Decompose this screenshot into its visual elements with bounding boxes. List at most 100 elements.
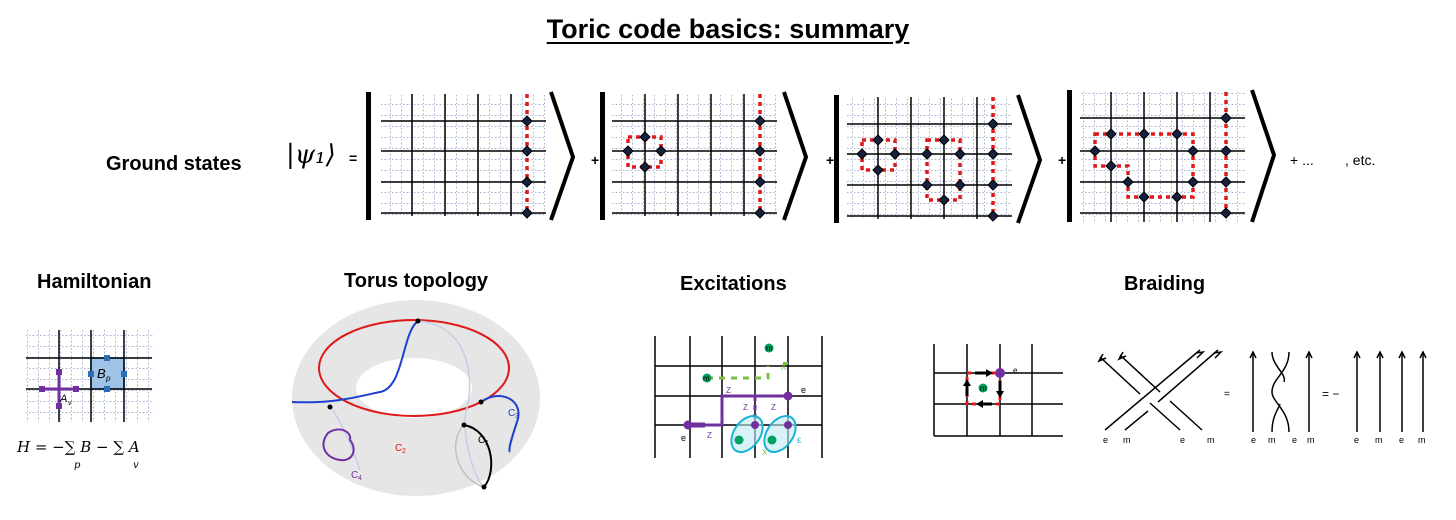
m-particle-left xyxy=(702,373,712,383)
m-particle-eps1 xyxy=(734,435,744,445)
ket3-diamonds xyxy=(856,118,999,222)
exc-x-top-label: X xyxy=(781,363,787,372)
ket1-diamonds xyxy=(521,115,533,219)
c2-label: C xyxy=(395,443,402,454)
c4-sub: 4 xyxy=(358,475,362,482)
c3-lower-back xyxy=(329,405,361,471)
ket2-left-bar xyxy=(600,92,605,220)
ket4-red-loop xyxy=(1093,132,1195,199)
ket4-diamonds xyxy=(1089,112,1232,219)
knot-label-4: m xyxy=(1207,435,1215,445)
exc-m-left-label: m xyxy=(703,374,710,383)
ket1-right-angle xyxy=(549,91,576,221)
braiding-loop-lattice xyxy=(933,344,1063,437)
straight-label-2: m xyxy=(1375,435,1383,445)
braid-e-label: e xyxy=(1013,366,1018,375)
ket4-left-bar xyxy=(1067,90,1072,222)
c2-sub: 2 xyxy=(402,448,406,455)
plaquette-edge-markers xyxy=(88,355,127,392)
c3-curve-front xyxy=(291,320,419,404)
excitations-heading: Excitations xyxy=(680,273,787,295)
braid-eq-1: = xyxy=(1224,389,1230,400)
av-label: A xyxy=(59,393,67,405)
braiding-straight xyxy=(1353,350,1427,432)
ket4-grid xyxy=(1080,92,1245,222)
braid-e-particle xyxy=(995,368,1005,378)
vertex-star-av xyxy=(42,372,76,406)
ket-state-4 xyxy=(1067,89,1277,223)
ket1-grid xyxy=(381,94,546,216)
ket2-grid xyxy=(612,94,777,216)
c3-right-arc xyxy=(480,395,520,453)
ket4-right-angle xyxy=(1250,89,1277,223)
braiding-knot xyxy=(1097,349,1224,431)
exc-e-left-label: e xyxy=(681,433,686,443)
formula-sub-v: v xyxy=(133,460,139,471)
exc-x-bottom-label: X xyxy=(762,448,768,457)
plus-sign-3: + xyxy=(1058,152,1067,168)
formula-text: H = −∑ B − ∑ A xyxy=(17,438,140,456)
excitations-lattice xyxy=(654,336,823,458)
bp-label: B xyxy=(97,366,106,381)
x-string xyxy=(707,366,770,380)
c4-label: C xyxy=(351,470,358,481)
braiding-twist xyxy=(1249,350,1313,433)
braiding-heading: Braiding xyxy=(1124,273,1206,295)
twist-label-1: e xyxy=(1251,435,1256,445)
torus-diagram xyxy=(291,300,540,496)
hamiltonian-lattice xyxy=(26,330,154,422)
ket2-right-angle xyxy=(782,91,809,221)
twist-label-2: m xyxy=(1268,435,1276,445)
ket3-right-angle xyxy=(1016,94,1043,224)
e-particle-left xyxy=(683,420,693,430)
exc-e-right-label: e xyxy=(801,385,806,395)
torus-topology-heading: Torus topology xyxy=(344,270,489,292)
av-sub: v xyxy=(68,400,72,407)
c1-loop-front xyxy=(463,424,493,488)
ket-state-3 xyxy=(834,94,1043,224)
ket1-left-bar xyxy=(366,92,371,220)
knot-label-1: e xyxy=(1103,435,1108,445)
c1-loop-back xyxy=(455,424,485,488)
exc-m-top-label: m xyxy=(766,344,773,353)
braid-eq-2: = − xyxy=(1322,387,1339,401)
c3-label: C xyxy=(508,408,515,419)
straight-label-1: e xyxy=(1354,435,1359,445)
straight-label-4: m xyxy=(1418,435,1426,445)
braid-m-label: m xyxy=(980,384,987,393)
exc-z3-label: Z xyxy=(771,403,776,412)
exc-epsilon-label: ε xyxy=(797,435,802,446)
ground-states-heading: Ground states xyxy=(106,153,242,175)
c3-sub: 3 xyxy=(515,413,519,420)
m-particle-top xyxy=(764,343,774,353)
plus-sign-2: + xyxy=(826,152,835,168)
ket3-left-bar xyxy=(834,95,839,223)
formula-sub-p: p xyxy=(74,460,81,471)
knot-label-2: m xyxy=(1123,435,1131,445)
ket-psi1-label: |ψ₁⟩ xyxy=(286,140,336,170)
exc-z4-label: Z xyxy=(707,431,712,440)
exc-z2-label: Z xyxy=(743,403,748,412)
c2-loop xyxy=(318,319,510,417)
twist-label-3: e xyxy=(1292,435,1297,445)
c3-curve-back xyxy=(417,320,486,491)
twist-label-4: m xyxy=(1307,435,1315,445)
ket2-diamonds xyxy=(622,115,766,219)
bp-sub: p xyxy=(105,374,111,383)
etc-label: , etc. xyxy=(1345,152,1376,168)
torus-hole xyxy=(356,358,472,418)
straight-label-3: e xyxy=(1399,435,1404,445)
exc-z1-label: Z xyxy=(726,386,731,395)
c4-loop xyxy=(322,428,355,462)
m-particle-eps2 xyxy=(767,435,777,445)
knot-label-3: e xyxy=(1180,435,1185,445)
plus-sign-1: + xyxy=(591,152,600,168)
page-title: Toric code basics: summary xyxy=(546,14,910,44)
plus-dots: + ... xyxy=(1290,152,1314,168)
ket-state-2 xyxy=(600,91,809,221)
ket-state-1 xyxy=(366,91,576,221)
c1-sub: 1 xyxy=(485,440,489,447)
c1-label: C xyxy=(478,435,485,446)
braid-m-particle xyxy=(978,383,988,393)
